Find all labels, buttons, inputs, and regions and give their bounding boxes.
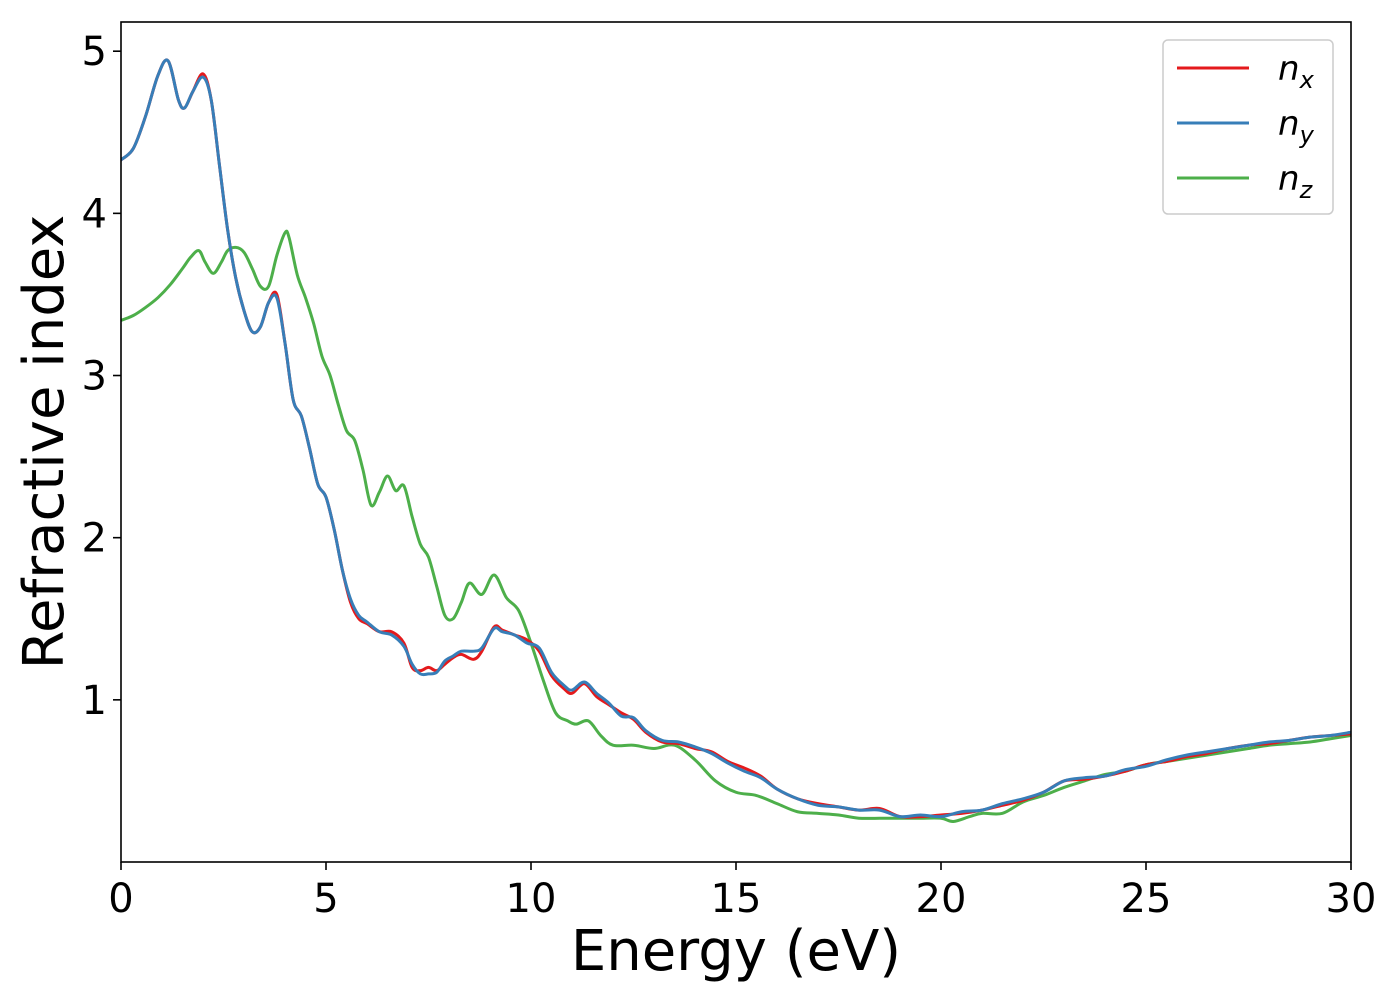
y-tick-label: 5 bbox=[82, 29, 107, 75]
x-tick-label: 5 bbox=[313, 876, 338, 922]
x-tick-label: 25 bbox=[1121, 876, 1172, 922]
x-axis-ticks: 0 5 10 15 20 25 30 bbox=[108, 862, 1376, 922]
y-tick-label: 2 bbox=[82, 516, 107, 562]
y-axis-title: Refractive index bbox=[12, 215, 77, 670]
x-tick-label: 20 bbox=[916, 876, 967, 922]
x-axis-title: Energy (eV) bbox=[571, 919, 901, 984]
y-axis-ticks: 1 2 3 4 5 bbox=[82, 29, 121, 724]
x-tick-label: 10 bbox=[506, 876, 557, 922]
legend-label-ny: ny bbox=[1278, 104, 1315, 149]
y-tick-label: 3 bbox=[82, 354, 107, 400]
y-tick-label: 1 bbox=[82, 678, 107, 724]
legend-label-nz: nz bbox=[1278, 159, 1314, 204]
x-tick-label: 30 bbox=[1326, 876, 1377, 922]
legend-box bbox=[1162, 39, 1334, 215]
series-line-nz bbox=[121, 229, 1351, 823]
legend: nx ny nz bbox=[1162, 39, 1334, 215]
plot-series bbox=[121, 58, 1351, 823]
legend-label-nx: nx bbox=[1278, 49, 1315, 94]
x-tick-label: 15 bbox=[711, 876, 762, 922]
y-tick-label: 4 bbox=[82, 191, 107, 237]
x-tick-label: 0 bbox=[108, 876, 133, 922]
series-line-ny bbox=[121, 58, 1351, 819]
